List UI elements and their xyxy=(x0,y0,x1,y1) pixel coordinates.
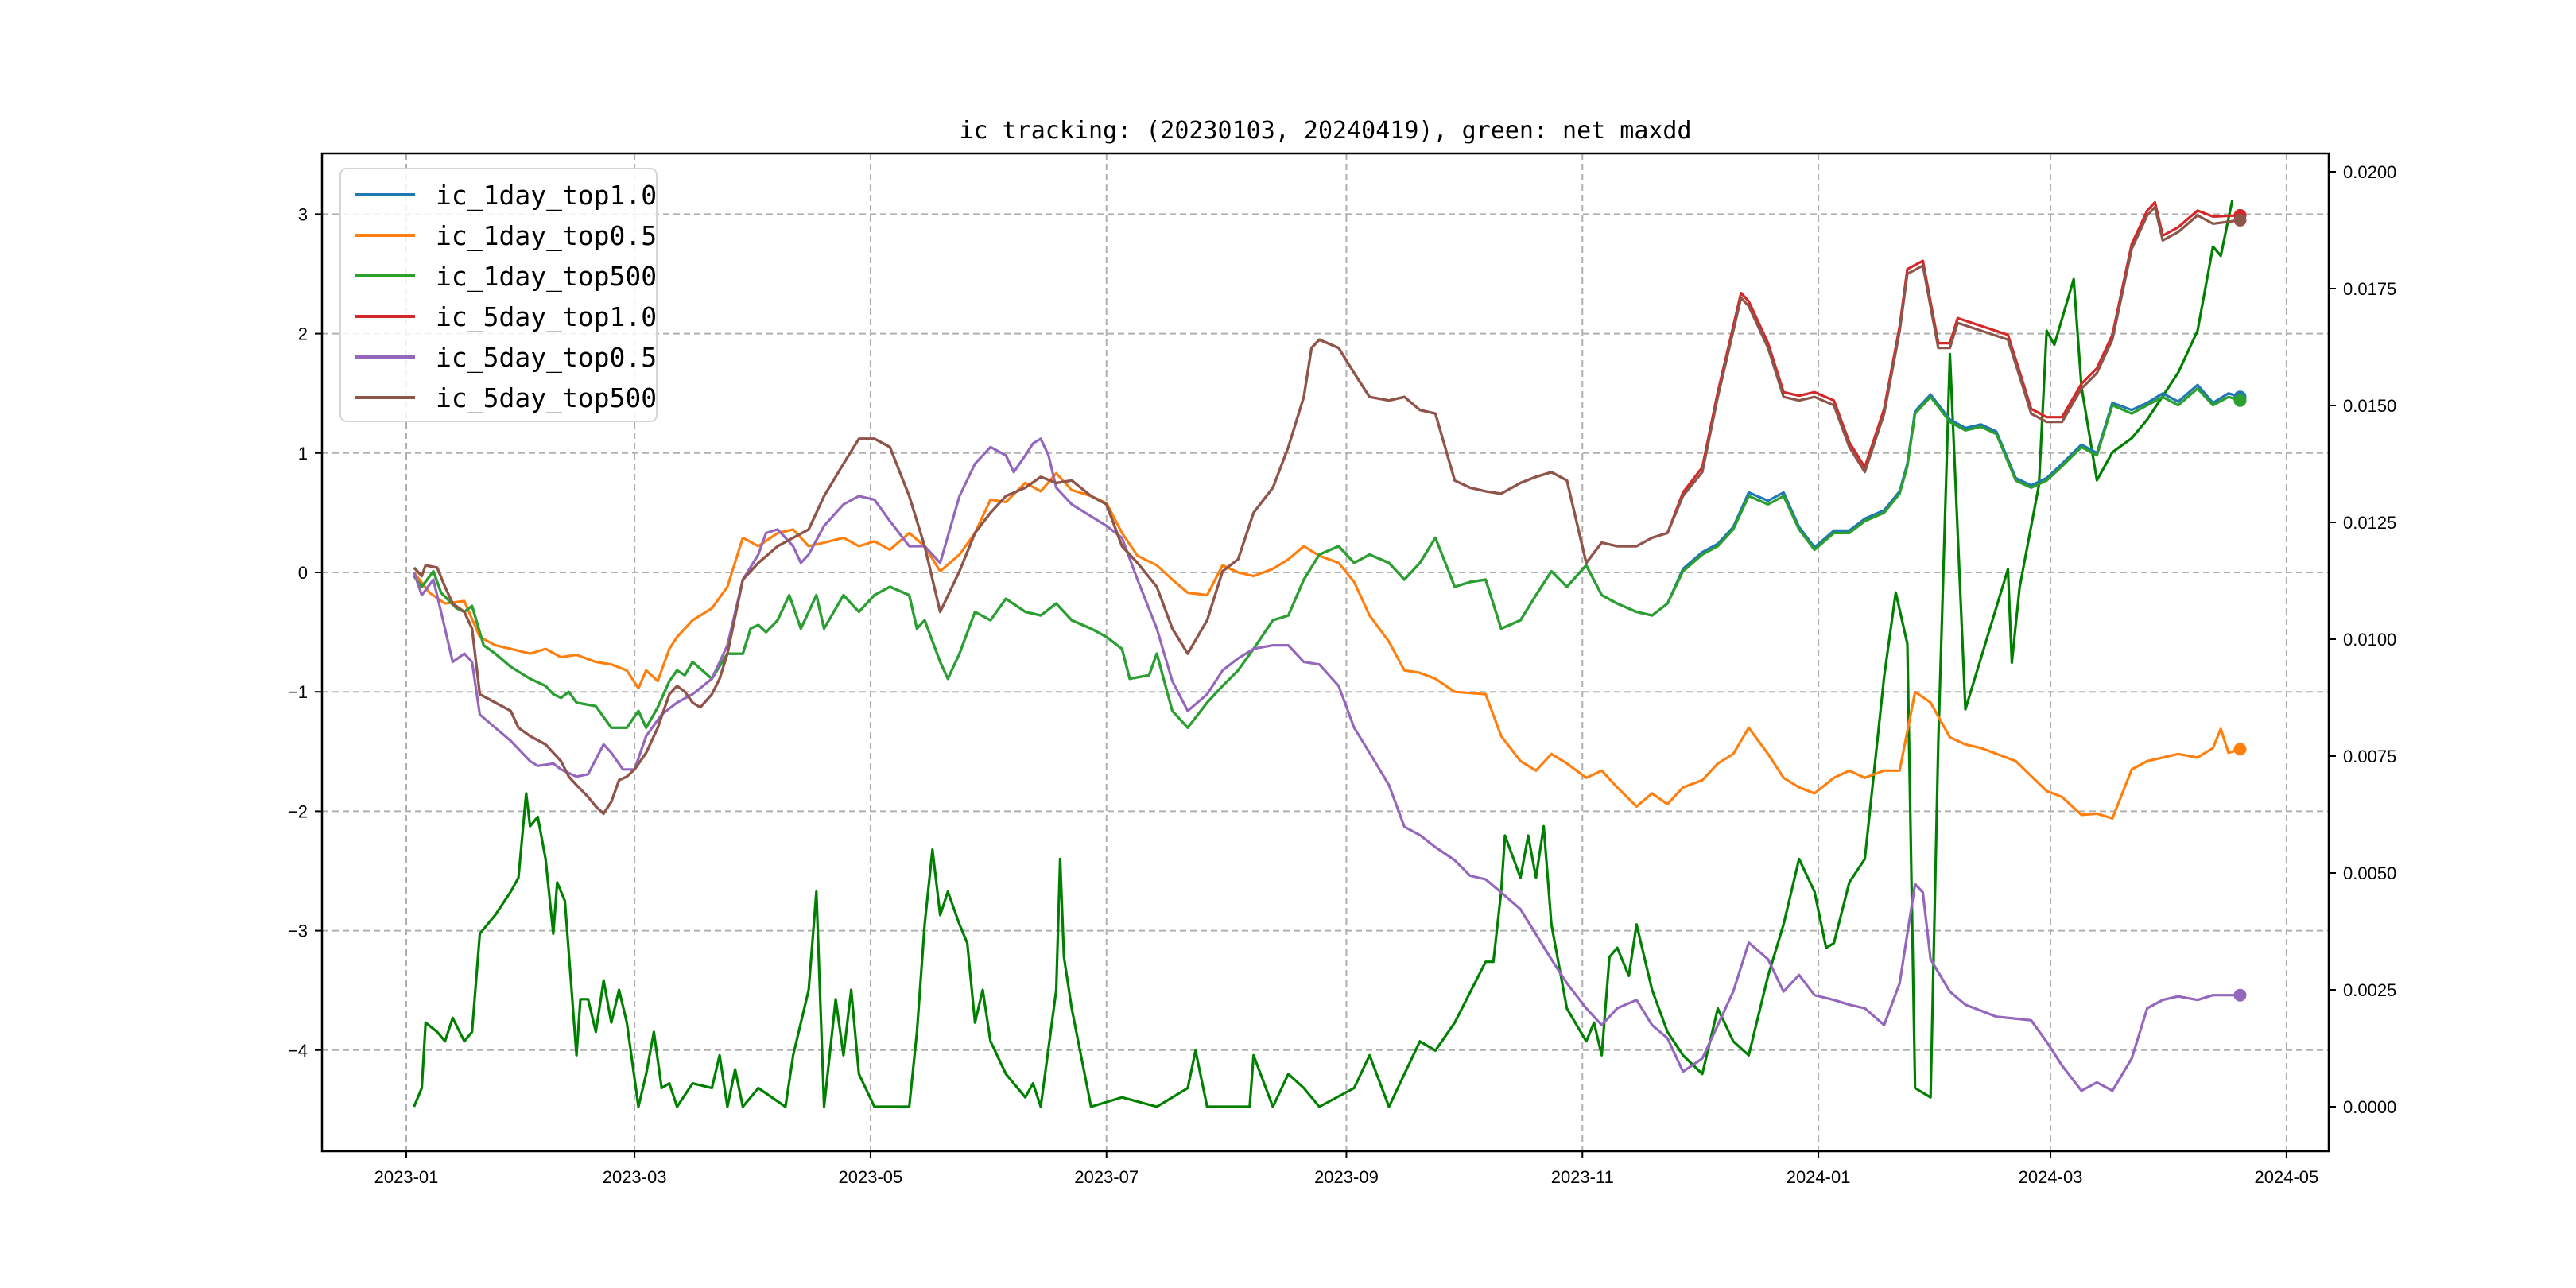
y-left-tick-label: 1 xyxy=(298,444,308,464)
series-line-ic-5day-top0-5 xyxy=(413,437,2240,1092)
x-tick-label: 2023-01 xyxy=(374,1167,439,1187)
series-lines xyxy=(413,199,2247,1108)
series-line-ic-5day-top1-0 xyxy=(413,200,2240,816)
y-right-tick-label: 0.0000 xyxy=(2343,1097,2396,1117)
series-end-marker-ic-1day-top0-5 xyxy=(2233,743,2247,756)
series-end-marker-ic-1day-top500 xyxy=(2233,394,2247,407)
y-left-tick-label: −3 xyxy=(288,921,308,941)
y-left-tick-label: −1 xyxy=(288,682,308,702)
x-tick-label: 2023-03 xyxy=(603,1167,667,1187)
x-tick-label: 2023-09 xyxy=(1314,1167,1379,1187)
x-tick-label: 2023-07 xyxy=(1074,1167,1139,1187)
x-tick-label: 2023-11 xyxy=(1551,1167,1614,1187)
legend-label-ic-5day-top1-0: ic_5day_top1.0 xyxy=(436,301,657,333)
x-tick-label: 2023-05 xyxy=(839,1167,903,1187)
y-axis-right: 0.0000 0.0025 0.0050 0.0075 0.0100 0.0125 0.01… xyxy=(2329,162,2396,1117)
legend-label-ic-1day-top500: ic_1day_top500 xyxy=(436,261,657,293)
y-right-tick-label: 0.0075 xyxy=(2343,747,2396,766)
x-axis: 2023-01 2023-03 2023-05 2023-07 2023-09 2023-… xyxy=(374,1151,2319,1187)
y-axis-left: −4 −3 −2 −1 0 1 2 3 xyxy=(288,204,322,1061)
legend-label-ic-5day-top0-5: ic_5day_top0.5 xyxy=(436,342,657,374)
legend-label-ic-1day-top1-0: ic_1day_top1.0 xyxy=(436,180,657,211)
series-line-ic-1day-top500 xyxy=(413,387,2240,729)
chart-title: ic tracking: (20230103, 20240419), green… xyxy=(959,117,1691,145)
y-left-tick-label: 0 xyxy=(298,563,308,583)
y-left-tick-label: 2 xyxy=(298,324,308,344)
series-end-marker-ic-5day-top500 xyxy=(2233,213,2247,227)
x-tick-label: 2024-01 xyxy=(1787,1167,1851,1187)
y-right-tick-label: 0.0050 xyxy=(2343,863,2396,883)
y-right-tick-label: 0.0175 xyxy=(2343,279,2396,299)
legend: ic_1day_top1.0 ic_1day_top0.5 ic_1day_top5… xyxy=(339,168,658,422)
legend-label-ic-1day-top0-5: ic_1day_top0.5 xyxy=(436,220,657,252)
x-tick-label: 2024-03 xyxy=(2019,1167,2083,1187)
series-line-ic-1day-top0-5 xyxy=(413,471,2240,821)
x-tick-label: 2024-05 xyxy=(2255,1167,2319,1187)
y-right-tick-label: 0.0150 xyxy=(2343,396,2396,416)
y-right-tick-label: 0.0200 xyxy=(2343,162,2396,182)
legend-label-ic-5day-top500: ic_5day_top500 xyxy=(436,382,657,414)
y-left-tick-label: −2 xyxy=(288,801,308,821)
y-right-tick-label: 0.0100 xyxy=(2343,630,2396,650)
legend-box xyxy=(339,168,658,422)
series-line-ic-1day-top1-0 xyxy=(413,383,2240,729)
y-right-tick-label: 0.0125 xyxy=(2343,513,2396,533)
y-left-tick-label: −4 xyxy=(288,1041,308,1061)
series-line-ic-5day-top500 xyxy=(413,205,2240,816)
plot-frame xyxy=(320,152,2330,1153)
y-left-tick-label: 3 xyxy=(298,204,308,224)
series-line-net-maxdd xyxy=(413,199,2234,1108)
series-end-marker-ic-5day-top0-5 xyxy=(2233,988,2247,1002)
y-right-tick-label: 0.0025 xyxy=(2343,980,2396,1000)
